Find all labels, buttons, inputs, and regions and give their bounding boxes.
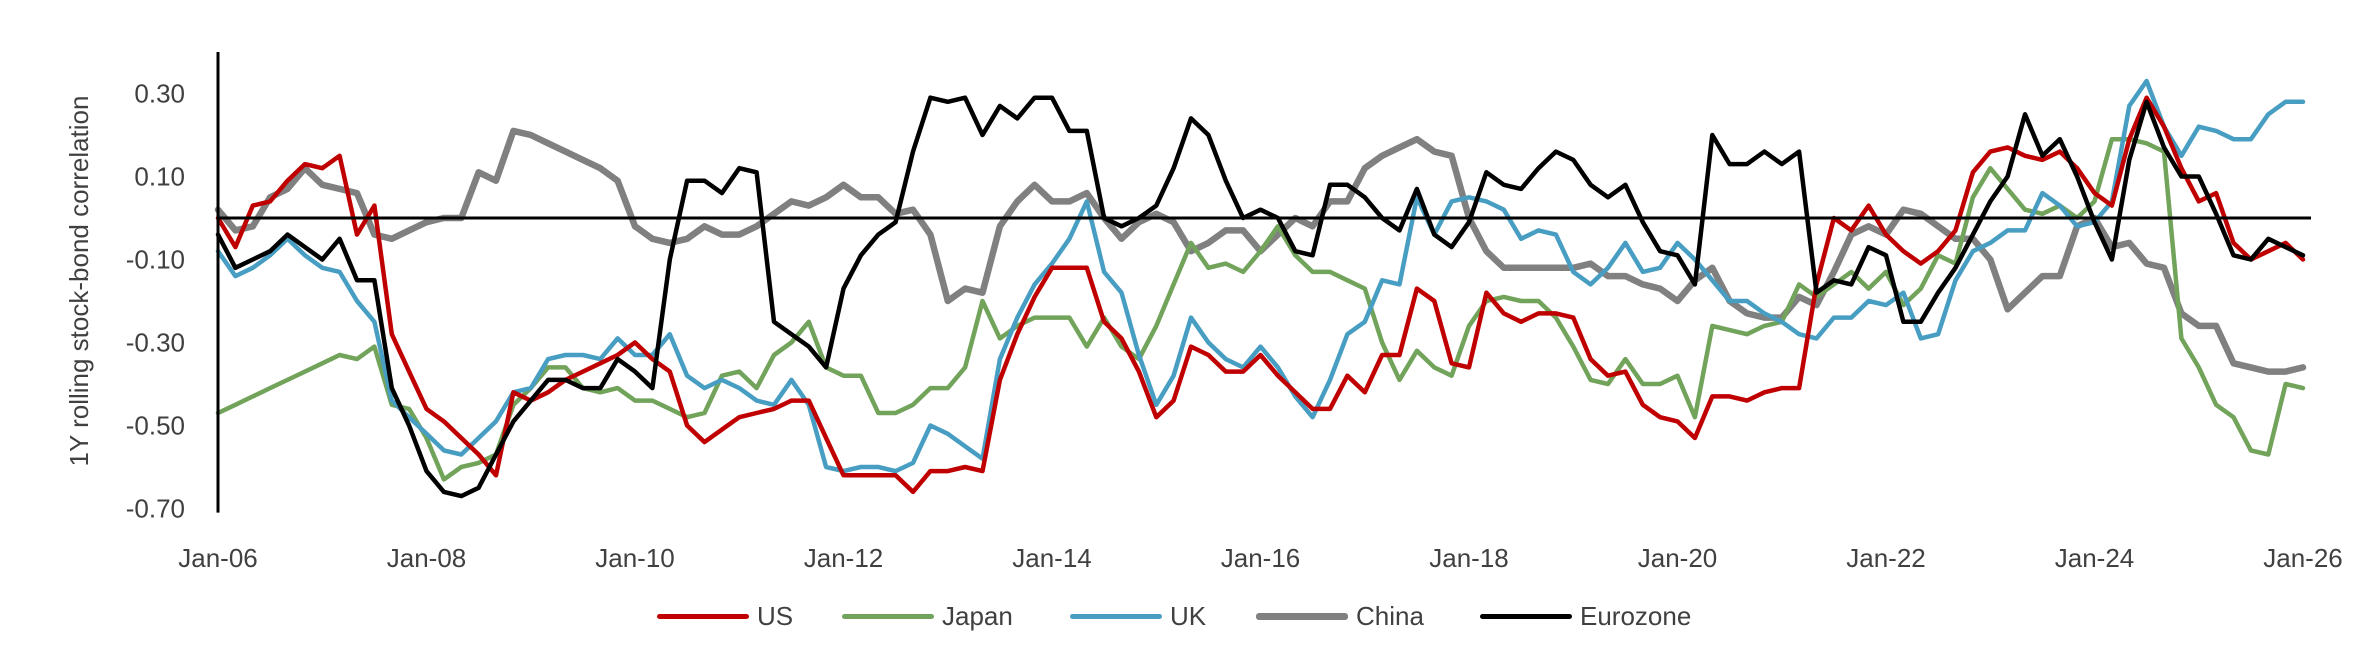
legend-label-us: US xyxy=(757,600,794,631)
series-line-us xyxy=(215,95,2306,495)
legend: US Japan UK China Eurozone xyxy=(0,598,2361,634)
x-tick-label: Jan-24 xyxy=(2055,543,2135,573)
x-tick-label: Jan-08 xyxy=(387,543,467,573)
legend-item-us: US xyxy=(657,598,793,634)
y-tick-label: 0.10 xyxy=(134,162,185,192)
series-line-japan xyxy=(215,136,2306,482)
legend-item-eurozone: Eurozone xyxy=(1480,598,1691,634)
series-line-uk xyxy=(215,78,2306,474)
x-tick-label: Jan-16 xyxy=(1221,543,1301,573)
y-tick-label: -0.30 xyxy=(126,328,185,358)
y-axis-title: 1Y rolling stock-bond correlation xyxy=(64,96,94,467)
x-tick-label: Jan-18 xyxy=(1429,543,1509,573)
x-tick-label: Jan-14 xyxy=(1012,543,1092,573)
legend-label-eurozone: Eurozone xyxy=(1580,600,1692,631)
x-tick-label: Jan-10 xyxy=(595,543,675,573)
legend-item-uk: UK xyxy=(1070,598,1206,634)
legend-item-japan: Japan xyxy=(842,598,1013,634)
legend-label-uk: UK xyxy=(1170,600,1207,631)
series-line-eurozone xyxy=(215,95,2306,499)
legend-swatch-china xyxy=(1256,612,1348,620)
y-tick-labels: 0.30 0.10 -0.10 -0.30 -0.50 -0.70 xyxy=(126,79,185,524)
y-tick-label: -0.50 xyxy=(126,411,185,441)
series-lines xyxy=(214,78,2307,499)
y-tick-label: -0.70 xyxy=(126,494,185,524)
legend-swatch-japan xyxy=(842,613,934,619)
legend-label-china: China xyxy=(1356,600,1424,631)
legend-swatch-uk xyxy=(1070,613,1162,619)
legend-swatch-us xyxy=(657,613,749,619)
x-tick-labels: Jan-06 Jan-08 Jan-10 Jan-12 Jan-14 Jan-16 Jan-… xyxy=(178,543,2343,573)
x-tick-label: Jan-06 xyxy=(178,543,258,573)
y-tick-label: -0.10 xyxy=(126,245,185,275)
legend-item-china: China xyxy=(1256,598,1424,634)
legend-swatch-eurozone xyxy=(1480,613,1572,619)
x-tick-label: Jan-12 xyxy=(804,543,884,573)
legend-label-japan: Japan xyxy=(942,600,1013,631)
x-tick-label: Jan-26 xyxy=(2263,543,2343,573)
y-tick-label: 0.30 xyxy=(134,79,185,109)
x-tick-label: Jan-22 xyxy=(1846,543,1926,573)
x-tick-label: Jan-20 xyxy=(1638,543,1718,573)
